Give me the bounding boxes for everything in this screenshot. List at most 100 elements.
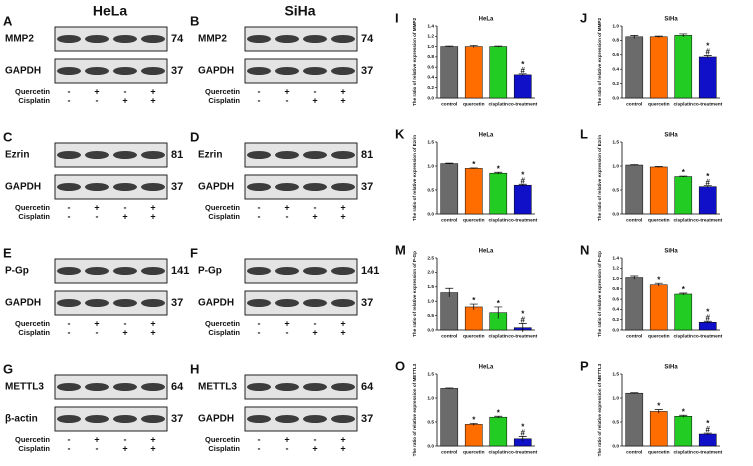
blot-band [247, 67, 271, 75]
treatment-sign: + [340, 86, 345, 96]
bar [698, 433, 717, 447]
treatment-label: Cisplatin [18, 444, 50, 453]
blot-band [331, 151, 355, 159]
molecular-weight: 81 [171, 149, 183, 161]
treatment-sign: + [94, 86, 99, 96]
treatment-sign: + [284, 318, 289, 328]
treatment-sign: - [314, 318, 317, 328]
significance-mark: * [682, 285, 686, 294]
blot-band [113, 67, 137, 75]
y-tick-label: 0.0 [427, 327, 434, 333]
y-tick-label: 1.5 [427, 371, 434, 377]
blot-band [57, 151, 81, 159]
error-bar [518, 73, 527, 76]
bar [625, 164, 644, 215]
error-bar [445, 162, 454, 165]
x-tick-label: co-treatment [508, 449, 537, 455]
treatment-label: Quercetin [205, 435, 240, 444]
treatment-sign: + [340, 318, 345, 328]
treatment-sign: - [68, 202, 71, 212]
panel-letter: M [395, 242, 406, 257]
y-tick-label: 1.0 [612, 23, 619, 29]
error-bar [518, 323, 527, 333]
y-tick-label: 1.0 [612, 276, 619, 282]
blot-band [57, 415, 81, 423]
y-axis-label: The ratio of relative expression of Ezri… [597, 135, 602, 221]
error-bar [518, 183, 527, 187]
error-bar [518, 436, 527, 442]
blot-band [275, 383, 299, 391]
treatment-sign: - [124, 318, 127, 328]
molecular-weight: 64 [171, 381, 184, 393]
panel-letter: A [3, 13, 13, 28]
band-label: Ezrin [198, 150, 222, 161]
x-tick-label: control [441, 101, 457, 107]
treatment-sign: - [124, 434, 127, 444]
y-tick-label: 0.0 [427, 443, 434, 449]
error-bar [469, 167, 478, 169]
treatment-sign: + [150, 318, 155, 328]
treatment-label: Quercetin [205, 319, 240, 328]
y-tick-label: 0.6 [612, 52, 619, 58]
panel-letter: I [395, 10, 399, 25]
bar [440, 163, 459, 215]
y-tick-label: 1.5 [427, 284, 434, 290]
blot-band [247, 151, 271, 159]
treatment-sign: - [124, 202, 127, 212]
panel-letter: L [580, 126, 588, 141]
treatment-label: Quercetin [15, 435, 50, 444]
x-tick-label: control [441, 333, 457, 339]
treatment-sign: - [68, 327, 71, 337]
treatment-sign: + [94, 202, 99, 212]
bar [674, 293, 693, 331]
bar [674, 35, 693, 99]
treatment-sign: - [68, 434, 71, 444]
y-axis-label: The ratio of relative expression of Ezri… [412, 135, 417, 221]
y-tick-label: 1.4 [427, 23, 434, 29]
band-label: MMP2 [5, 34, 34, 45]
error-bar [469, 45, 478, 48]
blot-band [141, 35, 165, 43]
bar [649, 166, 668, 215]
y-tick-label: 1.0 [427, 44, 434, 50]
panel-letter: O [395, 358, 405, 373]
blot-band [85, 35, 109, 43]
blot-band [57, 183, 81, 191]
error-bar [679, 292, 688, 296]
x-tick-label: control [626, 101, 642, 107]
molecular-weight: 74 [171, 33, 184, 45]
blot-band [85, 267, 109, 275]
x-tick-label: cisplatin [489, 449, 509, 455]
molecular-weight: 37 [361, 65, 373, 77]
molecular-weight: 141 [361, 265, 379, 277]
panel-letter: E [3, 245, 12, 260]
treatment-sign: + [284, 434, 289, 444]
band-label: GAPDH [5, 298, 41, 309]
y-axis-label: The ratio of relative expression of P-Gp [597, 251, 602, 337]
treatment-sign: - [68, 86, 71, 96]
y-axis-label: The ratio of relative expression of P-Gp [412, 251, 417, 337]
error-bar [445, 387, 454, 389]
significance-mark: * [682, 407, 686, 416]
error-bar [494, 171, 503, 175]
blot-band [303, 35, 327, 43]
blot-band [85, 415, 109, 423]
band-label: GAPDH [198, 182, 234, 193]
treatment-sign: + [340, 434, 345, 444]
significance-mark: * [497, 408, 501, 417]
error-bar [630, 164, 639, 166]
blot-band [141, 151, 165, 159]
blot-band [85, 183, 109, 191]
blot-band [141, 183, 165, 191]
bar [440, 388, 459, 447]
bar [464, 306, 483, 331]
blot-band [303, 67, 327, 75]
x-tick-label: quercetin [463, 101, 485, 107]
y-tick-label: 1.0 [612, 163, 619, 169]
x-tick-label: control [626, 333, 642, 339]
blot-band [275, 183, 299, 191]
blot-band [331, 183, 355, 191]
panel-letter: J [580, 10, 587, 25]
band-label: P-Gp [5, 266, 29, 277]
